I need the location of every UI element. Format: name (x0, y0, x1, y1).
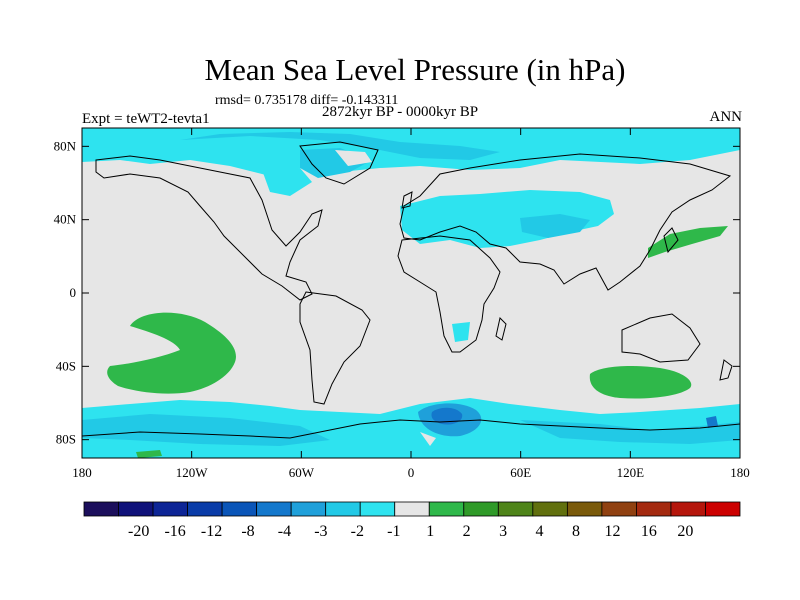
coast-uk (401, 191, 413, 209)
coast-africa (397, 235, 501, 353)
colorbar-swatch (325, 501, 361, 517)
colorbar-label: 16 (641, 523, 657, 540)
coast-eurasia (399, 153, 732, 291)
colorbar-label: 4 (536, 523, 544, 540)
colorbar-label: 2 (463, 523, 471, 540)
colorbar-swatch (359, 501, 396, 517)
colorbar-swatch (463, 501, 499, 517)
colorbar-label: -8 (241, 523, 254, 540)
stats-label: rmsd= 0.735178 diff= -0.143311 (215, 93, 399, 108)
x-tick-label: 180 (730, 465, 750, 480)
colorbar-label: 20 (677, 523, 693, 540)
colorbar-swatch (118, 501, 154, 517)
coast-north-america (95, 155, 323, 301)
colorbar-swatch (601, 501, 637, 517)
coast-new-zealand (719, 359, 733, 381)
colorbar-swatch (187, 501, 223, 517)
y-tick-label: 0 (70, 285, 77, 300)
x-tick-label: 120E (617, 465, 645, 480)
colorbar-label: -12 (201, 523, 222, 540)
eurasia-deficit-core (520, 214, 590, 238)
coast-antarctica (82, 419, 740, 439)
chart-title: Mean Sea Level Pressure (in hPa) (204, 52, 626, 87)
coast-greenland (299, 141, 379, 185)
southern-ocean-deficit-core-b (520, 420, 740, 444)
x-tick-label: 180 (72, 465, 92, 480)
coast-australia (621, 313, 701, 363)
experiment-label: Expt = teWT2-tevta1 (82, 111, 210, 127)
x-tick-label: 60E (510, 465, 531, 480)
colorbar-label: 12 (604, 523, 620, 540)
colorbar-label: -2 (351, 523, 364, 540)
ross-sea-low (706, 416, 718, 428)
colorbar-swatch (290, 501, 327, 517)
x-tick-label: 0 (408, 465, 415, 480)
colorbar-label: 8 (572, 523, 580, 540)
colorbar-swatch (705, 501, 741, 517)
colorbar-swatch (152, 501, 188, 517)
coastlines (82, 141, 740, 439)
colorbar-label: 3 (499, 523, 507, 540)
colorbar-label: -16 (164, 523, 185, 540)
y-tick-label: 80N (54, 138, 77, 153)
colorbar-swatch (566, 501, 603, 517)
south-indian-increase-fill (589, 366, 692, 399)
colorbar-swatch (428, 501, 465, 517)
colorbar-swatch (497, 501, 534, 517)
southern-ocean-deficit-core-a (82, 414, 330, 446)
antarctic-low-core (431, 407, 463, 425)
colorbar: -20 -16 -12 -8 -4 -3 -2 -1 1 2 3 4 8 12 16 20 (83, 501, 741, 540)
colorbar-swatch (532, 501, 568, 517)
colorbar-swatch (636, 501, 672, 517)
coast-south-america (299, 291, 371, 405)
arctic-deficit-core (180, 132, 500, 160)
colorbar-swatch (221, 501, 258, 517)
colorbar-label: -4 (278, 523, 291, 540)
south-pacific-increase-fill (107, 312, 236, 394)
coast-madagascar (495, 317, 507, 341)
canada-deficit (262, 168, 312, 196)
antarctic-light-spot (420, 432, 436, 446)
arctic-light-spot (335, 150, 372, 166)
colorbar-swatch (256, 501, 292, 517)
coast-japan (663, 227, 679, 254)
colorbar-label: 1 (426, 523, 434, 540)
x-tick-label: 60W (289, 465, 315, 480)
x-axis-ticks: 180 120W 60W 0 60E 120E 180 (72, 128, 750, 480)
antarctic-increase-patch (136, 450, 162, 458)
colorbar-swatch (394, 501, 430, 517)
colorbar-label: -20 (128, 523, 149, 540)
y-tick-label: 40N (54, 212, 77, 227)
y-tick-label: 80S (56, 432, 76, 447)
southern-africa-deficit (452, 322, 470, 342)
x-tick-label: 120W (176, 465, 209, 480)
y-axis-ticks: 80N 40N 0 40S 80S (54, 138, 740, 447)
colorbar-label: -3 (314, 523, 327, 540)
y-tick-label: 40S (56, 358, 76, 373)
season-label: ANN (709, 109, 743, 125)
period-label: 2872kyr BP - 0000kyr BP (322, 104, 479, 120)
colorbar-label: -1 (387, 523, 400, 540)
colorbar-swatch (83, 501, 119, 517)
colorbar-swatch (670, 501, 706, 517)
